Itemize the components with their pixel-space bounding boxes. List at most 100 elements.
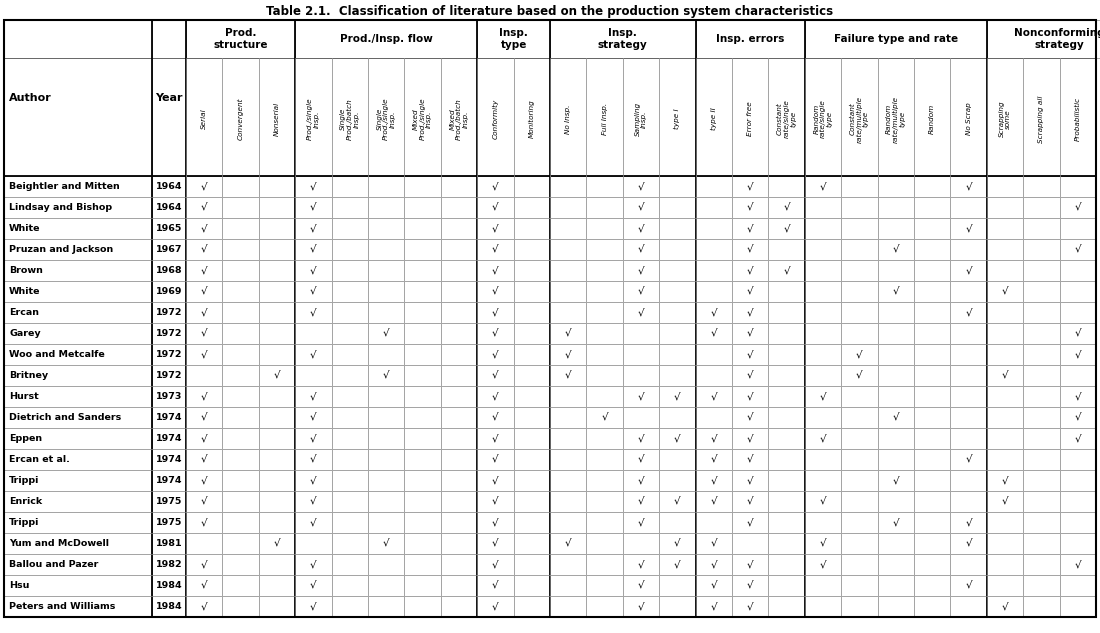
Bar: [477, 554, 514, 575]
Bar: [477, 281, 514, 302]
Bar: [695, 407, 732, 428]
Bar: [405, 58, 441, 176]
Bar: [805, 470, 842, 491]
Text: Nonconforming
strategy: Nonconforming strategy: [1014, 28, 1100, 50]
Bar: [514, 58, 550, 176]
Text: √: √: [201, 245, 208, 254]
Bar: [405, 197, 441, 218]
Bar: [222, 365, 258, 386]
Bar: [514, 365, 550, 386]
Text: 1972: 1972: [156, 329, 183, 338]
Text: √: √: [747, 560, 754, 569]
Bar: [805, 323, 842, 344]
Bar: [4, 218, 152, 239]
Bar: [950, 596, 987, 617]
Bar: [842, 470, 878, 491]
Bar: [514, 260, 550, 281]
Text: √: √: [1075, 329, 1081, 338]
Bar: [368, 596, 405, 617]
Text: 1984: 1984: [156, 581, 183, 590]
Text: √: √: [602, 413, 608, 422]
Text: √: √: [747, 581, 754, 590]
Bar: [4, 281, 152, 302]
Text: √: √: [1075, 245, 1081, 254]
Bar: [623, 575, 659, 596]
Bar: [331, 58, 368, 176]
Bar: [987, 58, 1023, 176]
Bar: [258, 260, 295, 281]
Bar: [950, 218, 987, 239]
Bar: [331, 386, 368, 407]
Bar: [550, 491, 586, 512]
Text: √: √: [747, 413, 754, 422]
Text: Table 2.1.  Classification of literature based on the production system characte: Table 2.1. Classification of literature …: [266, 5, 834, 18]
Text: √: √: [783, 266, 790, 275]
Bar: [659, 260, 695, 281]
Text: √: √: [820, 539, 826, 548]
Text: √: √: [492, 266, 498, 275]
Bar: [732, 491, 769, 512]
Text: √: √: [747, 455, 754, 464]
Text: √: √: [201, 350, 208, 359]
Text: Ballou and Pazer: Ballou and Pazer: [9, 560, 98, 569]
Bar: [1023, 575, 1059, 596]
Bar: [152, 302, 186, 323]
Bar: [368, 176, 405, 197]
Text: √: √: [638, 560, 645, 569]
Text: √: √: [310, 581, 317, 590]
Bar: [586, 365, 623, 386]
Bar: [514, 596, 550, 617]
Bar: [659, 281, 695, 302]
Bar: [514, 533, 550, 554]
Text: √: √: [820, 560, 826, 569]
Bar: [1023, 302, 1059, 323]
Bar: [1059, 197, 1096, 218]
Bar: [295, 386, 331, 407]
Text: 1972: 1972: [156, 350, 183, 359]
Bar: [152, 344, 186, 365]
Bar: [950, 575, 987, 596]
Bar: [1023, 407, 1059, 428]
Bar: [1023, 239, 1059, 260]
Bar: [842, 596, 878, 617]
Bar: [586, 302, 623, 323]
Bar: [550, 218, 586, 239]
Bar: [186, 596, 222, 617]
Bar: [186, 449, 222, 470]
Bar: [152, 407, 186, 428]
Bar: [732, 386, 769, 407]
Bar: [914, 470, 950, 491]
Bar: [878, 176, 914, 197]
Bar: [914, 575, 950, 596]
Text: √: √: [747, 497, 754, 506]
Bar: [950, 302, 987, 323]
Bar: [186, 239, 222, 260]
Bar: [659, 58, 695, 176]
Bar: [842, 554, 878, 575]
Bar: [258, 491, 295, 512]
Text: √: √: [1075, 203, 1081, 212]
Text: Scrapping all: Scrapping all: [1038, 96, 1044, 142]
Bar: [586, 239, 623, 260]
Bar: [368, 449, 405, 470]
Bar: [152, 554, 186, 575]
Text: Scrapping
some: Scrapping some: [999, 101, 1011, 137]
Text: √: √: [492, 497, 498, 506]
Text: √: √: [747, 434, 754, 443]
Bar: [222, 323, 258, 344]
Bar: [769, 323, 805, 344]
Bar: [152, 470, 186, 491]
Bar: [4, 386, 152, 407]
Text: 1964: 1964: [156, 182, 183, 191]
Bar: [186, 58, 222, 176]
Bar: [878, 302, 914, 323]
Bar: [987, 323, 1023, 344]
Bar: [477, 323, 514, 344]
Bar: [368, 197, 405, 218]
Bar: [1059, 239, 1096, 260]
Bar: [586, 323, 623, 344]
Text: √: √: [565, 539, 572, 548]
Bar: [441, 386, 477, 407]
Text: No Scrap: No Scrap: [966, 103, 971, 135]
Text: Yum and McDowell: Yum and McDowell: [9, 539, 109, 548]
